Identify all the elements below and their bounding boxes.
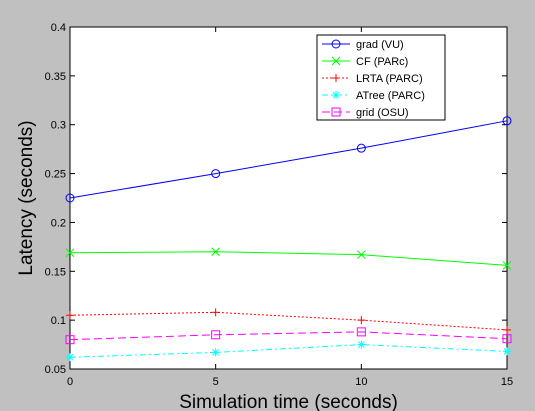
data-point [356, 250, 366, 260]
data-point [66, 311, 74, 320]
data-point [502, 116, 512, 126]
legend-label: LRTA (PARC) [356, 73, 423, 85]
data-point [211, 169, 221, 179]
legend: grad (VU) CF (PARc) LRTA (PARC) ATree (PARC… [316, 34, 446, 121]
y-tick-label: 0.1 [51, 315, 66, 327]
legend-marker [331, 107, 341, 117]
data-point [502, 261, 512, 270]
data-point [211, 308, 220, 317]
legend-label: grid (OSU) [356, 107, 409, 119]
data-point [356, 327, 366, 337]
series-layer [65, 116, 512, 362]
y-axis-title: Latency (seconds) [16, 120, 37, 275]
data-point [357, 316, 366, 325]
legend-items: grad (VU) CF (PARc) LRTA (PARC) ATree (PARC… [322, 39, 425, 119]
legend-entry: grad (VU) [322, 39, 404, 51]
legend-marker [331, 39, 341, 49]
legend-entry: grid (OSU) [322, 107, 409, 119]
data-point [65, 193, 75, 203]
series-line [69, 120, 508, 199]
y-tick-label: 0.35 [45, 71, 66, 83]
legend-entry: LRTA (PARC) [322, 73, 423, 85]
y-tick-label: 0.05 [45, 364, 66, 376]
data-point [65, 335, 75, 345]
series-lrta-parc [66, 308, 511, 334]
data-point [503, 347, 511, 356]
series-line [69, 311, 508, 331]
legend-entry: CF (PARc) [322, 56, 408, 68]
data-point [357, 340, 366, 349]
x-tick-label: 5 [213, 376, 219, 388]
y-tick-label: 0.2 [51, 217, 66, 229]
data-point [211, 348, 220, 357]
y-tick-label: 0.25 [45, 169, 66, 181]
y-tick-label: 0.4 [51, 22, 66, 34]
x-axis-title: Simulation time (seconds) [179, 392, 398, 411]
y-tick-label: 0.3 [51, 120, 66, 132]
data-point [211, 330, 221, 340]
data-point [502, 334, 512, 344]
data-point [211, 247, 221, 257]
x-tick-label: 15 [501, 376, 513, 388]
legend-label: CF (PARc) [356, 56, 408, 68]
x-tick-label: 10 [355, 376, 367, 388]
legend-label: ATree (PARC) [356, 90, 425, 102]
legend-label: grad (VU) [356, 39, 404, 51]
legend-entry: ATree (PARC) [322, 90, 425, 102]
y-tick-label: 0.15 [45, 266, 66, 278]
legend-marker [332, 91, 340, 99]
data-point [503, 325, 511, 334]
series-line [69, 331, 508, 341]
series-grid-osu [65, 327, 512, 345]
axis-ticks: 0 5 10 15 0.05 0.1 0.15 0.2 0.25 0.3 0.35 0.4 [45, 22, 514, 388]
series-grad-vu [65, 116, 512, 203]
legend-marker [331, 56, 341, 66]
series-atree-parc [66, 340, 511, 362]
series-line [69, 344, 508, 358]
data-point [66, 353, 74, 362]
x-tick-label: 0 [67, 376, 73, 388]
data-point [356, 143, 366, 153]
series-cf-parc [65, 247, 512, 270]
series-line [69, 251, 508, 266]
legend-marker [332, 74, 340, 82]
data-point [65, 248, 75, 258]
